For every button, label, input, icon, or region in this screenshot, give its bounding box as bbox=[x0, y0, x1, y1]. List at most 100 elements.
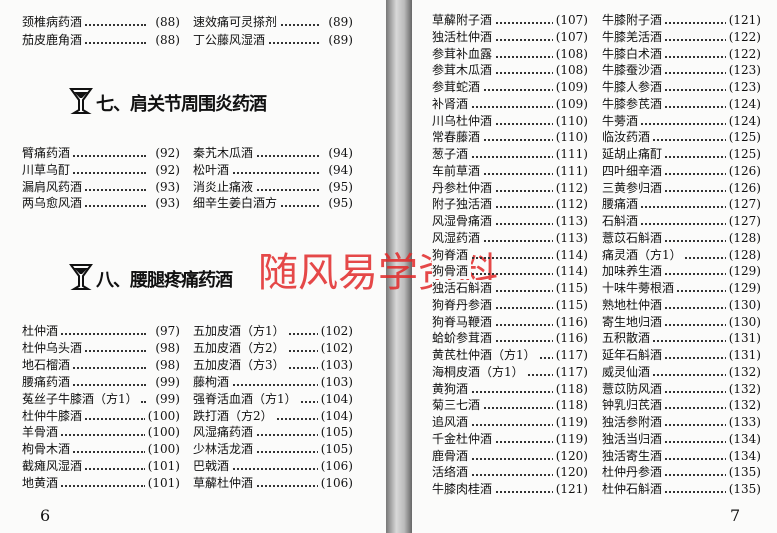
entry-title: 五积散酒 bbox=[602, 330, 654, 347]
entry-title: 补肾酒 bbox=[432, 95, 472, 112]
entry-title: 追风酒 bbox=[432, 414, 472, 430]
entry-title: 丁公藤风湿酒 bbox=[193, 32, 269, 48]
dot-leader bbox=[193, 468, 319, 471]
entry-title: 消炎止痛液 bbox=[193, 178, 257, 195]
toc-entry: 巴戟酒 (106) bbox=[193, 458, 353, 475]
dot-leader bbox=[22, 333, 146, 335]
toc-entry: 强脊活血酒（方1） (104) bbox=[193, 390, 353, 407]
entry-page: (106) bbox=[317, 475, 353, 492]
toc-entry: 牛蒡酒 (124) bbox=[602, 112, 761, 129]
entry-title: 薏苡石斛酒 bbox=[602, 229, 666, 246]
entry-page: (100) bbox=[144, 407, 180, 424]
entry-title: 临汝药酒 bbox=[602, 129, 654, 146]
toc-entry: 薏苡防风酒 (132) bbox=[602, 380, 761, 397]
entry-title: 千金杜仲酒 bbox=[432, 430, 496, 447]
entry-page: (128) bbox=[725, 246, 761, 263]
entry-title: 三黄参归酒 bbox=[602, 179, 666, 196]
entry-page: (102) bbox=[317, 323, 353, 339]
toc-entry: 钟乳归芪酒 (132) bbox=[602, 397, 761, 414]
toc-entry: 延胡止痛酊 (125) bbox=[602, 146, 761, 162]
entry-title: 速效痛可灵搽剂 bbox=[193, 14, 281, 30]
toc-entry: 腰痛酒 (127) bbox=[602, 196, 761, 213]
entry-page: (103) bbox=[317, 356, 353, 373]
toc-entry: 寄生地归酒 (130) bbox=[602, 313, 761, 330]
dot-leader bbox=[432, 256, 554, 259]
toc-entry: 两乌愈风酒 (93) bbox=[22, 195, 180, 212]
toc-entry: 漏肩风药酒 (93) bbox=[22, 178, 180, 195]
entry-page: (88) bbox=[152, 32, 180, 48]
entry-page: (88) bbox=[152, 14, 180, 30]
dot-leader bbox=[602, 206, 727, 209]
toc-entry: 狗骨酒 (114) bbox=[432, 263, 588, 280]
entry-page: (120) bbox=[552, 447, 588, 464]
toc-entry: 川草乌酊 (92) bbox=[22, 161, 180, 178]
heading-icon bbox=[68, 86, 94, 120]
toc-entry: 松叶酒 (94) bbox=[193, 161, 353, 178]
entry-page: (117) bbox=[552, 363, 588, 380]
entry-title: 钟乳归芪酒 bbox=[602, 397, 666, 414]
entry-title: 牛膝附子酒 bbox=[602, 12, 666, 28]
toc-entry: 草薢附子酒 (107) bbox=[432, 12, 588, 28]
dot-leader bbox=[193, 383, 319, 386]
entry-title: 臂痛药酒 bbox=[22, 145, 74, 161]
entry-page: (115) bbox=[552, 296, 588, 313]
entry-page: (100) bbox=[144, 424, 180, 441]
toc-entry: 截瘫风湿酒 (101) bbox=[22, 458, 180, 475]
entry-page: (112) bbox=[552, 196, 588, 213]
dot-leader bbox=[22, 171, 146, 174]
toc-entry: 速效痛可灵搽剂 (89) bbox=[193, 14, 353, 30]
toc-entry: 独活参附酒 (133) bbox=[602, 414, 761, 430]
toc-entry: 消炎止痛液 (95) bbox=[193, 178, 353, 195]
dot-leader bbox=[602, 373, 727, 376]
entry-page: (104) bbox=[317, 390, 353, 407]
entry-title: 常春藤酒 bbox=[432, 129, 484, 146]
entry-page: (97) bbox=[152, 323, 180, 339]
entry-page: (132) bbox=[725, 380, 761, 397]
entry-title: 牛膝参芪酒 bbox=[602, 95, 666, 112]
entry-page: (119) bbox=[552, 430, 588, 447]
entry-title: 截瘫风湿酒 bbox=[22, 458, 86, 475]
entry-page: (123) bbox=[725, 62, 761, 79]
entry-page: (101) bbox=[144, 475, 180, 492]
dot-leader bbox=[22, 434, 146, 437]
entry-page: (131) bbox=[725, 330, 761, 347]
entry-page: (100) bbox=[144, 441, 180, 458]
entry-title: 漏肩风药酒 bbox=[22, 178, 86, 195]
entry-page: (132) bbox=[725, 397, 761, 414]
entry-page: (89) bbox=[325, 32, 353, 48]
entry-page: (116) bbox=[552, 330, 588, 347]
entry-page: (93) bbox=[152, 178, 180, 195]
dot-leader bbox=[193, 171, 319, 174]
dot-leader bbox=[602, 139, 727, 142]
entry-page: (134) bbox=[725, 447, 761, 464]
dot-leader bbox=[432, 105, 554, 108]
entry-page: (126) bbox=[725, 179, 761, 196]
entry-title: 参茸蛇酒 bbox=[432, 79, 484, 95]
entry-title: 寄生地归酒 bbox=[602, 313, 666, 330]
entry-title: 松叶酒 bbox=[193, 161, 233, 178]
entry-title: 独活杜仲酒 bbox=[432, 28, 496, 45]
entry-title: 五加皮酒（方1） bbox=[193, 323, 288, 339]
toc-entry: 独活石斛酒 (115) bbox=[432, 280, 588, 296]
toc-entry: 牛膝蚕沙酒 (123) bbox=[602, 62, 761, 79]
toc-entry: 风湿药酒 (113) bbox=[432, 229, 588, 246]
toc-entry: 杜仲牛膝酒 (100) bbox=[22, 407, 180, 424]
entry-title: 风湿骨痛酒 bbox=[432, 213, 496, 229]
entry-title: 杜仲丹参酒 bbox=[602, 464, 666, 481]
toc-entry: 茄皮鹿角酒 (88) bbox=[22, 32, 180, 48]
entry-page: (105) bbox=[317, 441, 353, 458]
entry-title: 葱子酒 bbox=[432, 146, 472, 162]
entry-title: 川草乌酊 bbox=[22, 161, 74, 178]
entry-title: 草薢附子酒 bbox=[432, 12, 496, 28]
dot-leader bbox=[432, 156, 554, 158]
entry-page: (95) bbox=[325, 178, 353, 195]
entry-page: (119) bbox=[552, 414, 588, 430]
toc-entry: 蛤蚧参茸酒 (116) bbox=[432, 330, 588, 347]
toc-entry: 五加皮酒（方2） (102) bbox=[193, 339, 353, 356]
dot-leader bbox=[22, 366, 146, 369]
toc-entry: 丁公藤风湿酒 (89) bbox=[193, 32, 353, 48]
entry-title: 独活石斛酒 bbox=[432, 280, 496, 296]
toc-entry: 狗脊马鞭酒 (116) bbox=[432, 313, 588, 330]
dot-leader bbox=[432, 457, 554, 460]
